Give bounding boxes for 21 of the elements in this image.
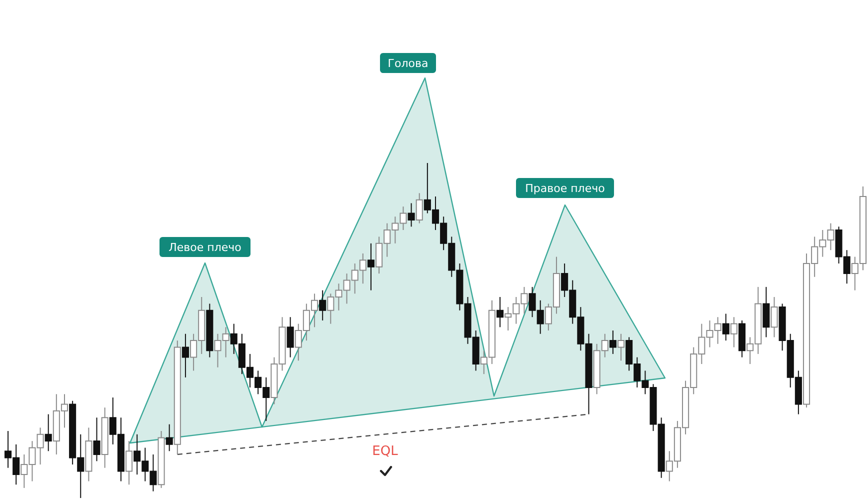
text: Голова bbox=[388, 57, 428, 70]
candlestick bbox=[617, 333, 625, 362]
candlestick bbox=[730, 316, 738, 348]
candlestick bbox=[722, 313, 730, 342]
candlestick bbox=[182, 333, 189, 378]
candlestick bbox=[416, 192, 423, 224]
annotation: Левое плечо bbox=[168, 241, 242, 254]
candlestick bbox=[125, 440, 133, 486]
candlestick bbox=[770, 296, 778, 338]
annotation: EQL bbox=[372, 444, 399, 459]
candlestick bbox=[496, 296, 504, 328]
candlestick bbox=[367, 242, 374, 291]
candlestick bbox=[166, 424, 173, 452]
candlestick bbox=[93, 417, 100, 462]
candlestick bbox=[286, 316, 294, 358]
candlestick bbox=[44, 414, 52, 452]
candlestick bbox=[762, 286, 770, 338]
candlestick bbox=[408, 202, 415, 228]
candlestick bbox=[319, 290, 326, 321]
annotation: Правое плечо bbox=[525, 182, 606, 195]
candlestick bbox=[609, 330, 616, 354]
